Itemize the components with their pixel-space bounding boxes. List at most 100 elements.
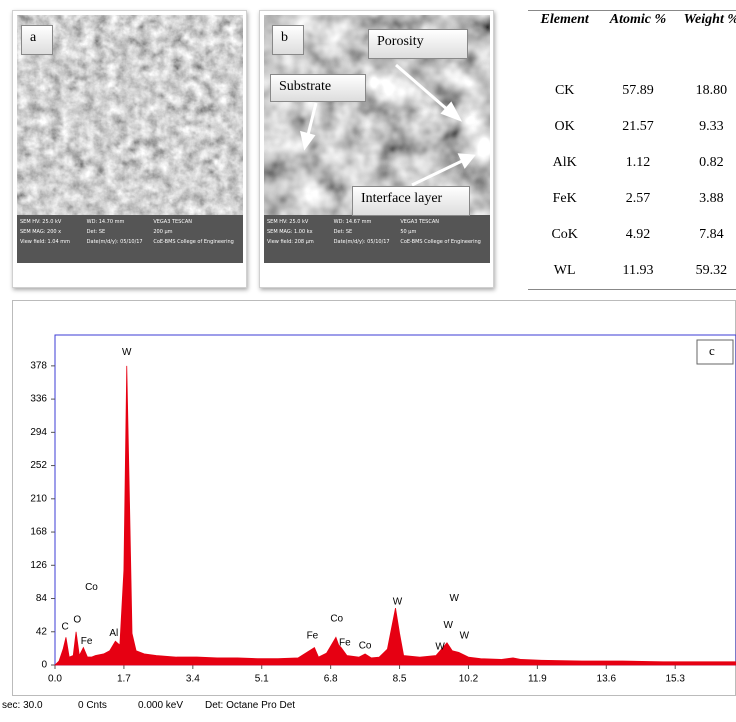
peak-label: Fe [339, 637, 351, 648]
peak-label: Co [359, 641, 372, 652]
x-tick-label: 15.3 [665, 674, 685, 685]
peak-label: W [460, 630, 470, 641]
spectrum-chart: 0 42 84 126 168 210 252 294 336 378 0.0 1.7 3.4 5.1 6.… [12, 300, 736, 696]
y-tick-label: 126 [30, 560, 47, 571]
status-text: Det: Octane Pro Det [205, 700, 295, 711]
y-tick-label: 378 [30, 361, 47, 372]
info-text: SEM MAG: 200 x [20, 229, 87, 235]
y-tick-label: 0 [41, 660, 47, 671]
header-row: Element Atomic % Weight % [528, 11, 736, 74]
info-text: View field: 208 μm [267, 239, 334, 245]
panel-label-box [697, 340, 733, 364]
info-text: 200 μm [153, 229, 240, 235]
x-tick-label: 11.9 [528, 674, 547, 685]
info-text: Det: SE [334, 229, 401, 235]
info-text: WD: 14.70 mm [87, 219, 154, 225]
y-tick-label: 252 [30, 460, 47, 471]
y-tick-label: 84 [36, 593, 48, 604]
table-cell: 11.93 [601, 253, 674, 290]
y-tick-label: 294 [30, 427, 47, 438]
y-tick-label: 42 [36, 626, 48, 637]
table-cell: 59.32 [675, 253, 736, 290]
page: {"panels": [ {"label": "a", "info": ["SE… [0, 0, 736, 722]
annotation: Interface layer [352, 186, 470, 216]
table-cell: 0.82 [675, 145, 736, 181]
spectrum-area [55, 366, 736, 665]
info-text: View field: 1.04 mm [20, 239, 87, 245]
table-cell: 57.89 [601, 73, 674, 109]
x-tick-label: 0.0 [48, 674, 62, 685]
table-cell: 9.33 [675, 109, 736, 145]
annotation: Substrate [270, 74, 366, 102]
panel-label: b [272, 25, 304, 55]
panel-label: a [21, 25, 53, 55]
table-cell: 7.84 [675, 217, 736, 253]
y-tick-label: 336 [30, 394, 47, 405]
info-text: VEGA3 TESCAN [153, 219, 240, 225]
info-text: Date(m/d/y): 05/10/17 [87, 239, 154, 245]
table-cell: CK [528, 73, 601, 109]
x-tick-label: 8.5 [393, 674, 407, 685]
info-text: Det: SE [87, 229, 154, 235]
x-tick-label: 6.8 [324, 674, 338, 685]
x-tick-label: 13.6 [597, 674, 617, 685]
table-cell: 18.80 [675, 73, 736, 109]
y-tick-label: 210 [30, 493, 47, 504]
peak-label: W [443, 620, 453, 631]
info-text: SEM HV: 25.0 kV [267, 219, 334, 225]
status-text: sec: 30.0 [2, 700, 43, 711]
peak-label: Al [109, 628, 118, 639]
info-text: CoE-BMS College of Engineering [153, 239, 240, 245]
peak-label: W [435, 641, 445, 652]
info-text: WD: 14.67 mm [334, 219, 401, 225]
x-tick-label: 5.1 [255, 674, 269, 685]
info-text: 50 μm [400, 229, 487, 235]
peak-label: Fe [307, 630, 319, 641]
table-cell: 3.88 [675, 181, 736, 217]
annotation: Porosity [368, 29, 468, 59]
peak-label: W [122, 347, 132, 358]
table-cell: WL [528, 253, 601, 290]
info-text: Date(m/d/y): 05/10/17 [334, 239, 401, 245]
peak-label: W [450, 593, 460, 604]
table-cell: 2.57 [601, 181, 674, 217]
header-cell: Atomic % [601, 11, 674, 74]
peak-label: Fe [81, 636, 93, 647]
y-tick-label: 168 [30, 527, 47, 538]
panel-label: c [709, 343, 715, 358]
x-tick-label: 1.7 [117, 674, 131, 685]
table-cell: 21.57 [601, 109, 674, 145]
peak-label: C [62, 622, 69, 633]
table-cell: 4.92 [601, 217, 674, 253]
peak-label: W [393, 596, 403, 607]
table-cell: CoK [528, 217, 601, 253]
x-tick-label: 10.2 [459, 674, 479, 685]
header-cell: Element [528, 11, 601, 74]
table-cell: AlK [528, 145, 601, 181]
info-text: SEM HV: 25.0 kV [20, 219, 87, 225]
info-text: CoE-BMS College of Engineering [400, 239, 487, 245]
status-text: 0.000 keV [138, 700, 183, 711]
table-cell: 1.12 [601, 145, 674, 181]
peak-label: O [73, 615, 81, 626]
table-cell: FeK [528, 181, 601, 217]
table-cell: OK [528, 109, 601, 145]
peak-label: Co [330, 614, 343, 625]
info-text: VEGA3 TESCAN [400, 219, 487, 225]
peak-label: Co [85, 582, 98, 593]
x-tick-label: 3.4 [186, 674, 200, 685]
info-text: SEM MAG: 1.00 kx [267, 229, 334, 235]
header-cell: Weight % [675, 11, 736, 74]
status-text: 0 Cnts [78, 700, 107, 711]
